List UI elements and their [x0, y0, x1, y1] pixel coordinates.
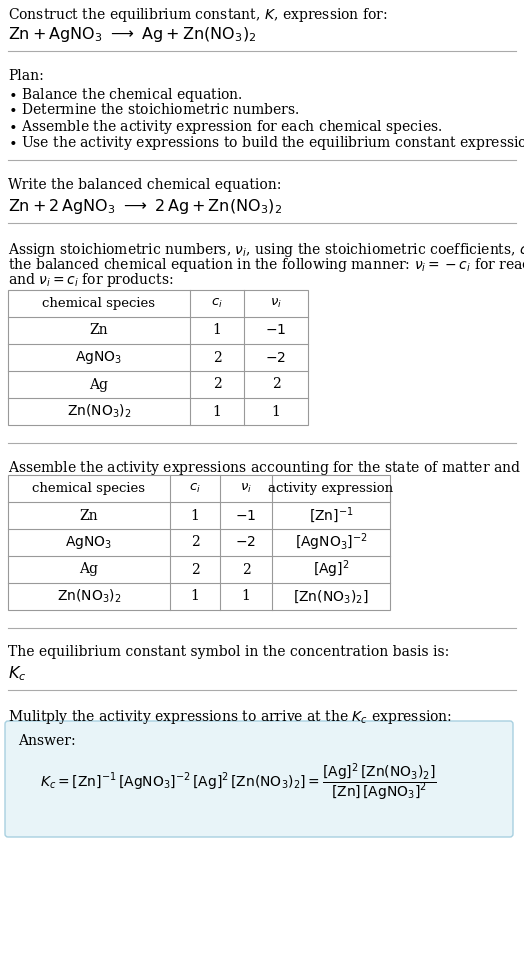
- Text: $\bullet$ Use the activity expressions to build the equilibrium constant express: $\bullet$ Use the activity expressions t…: [8, 134, 524, 152]
- Text: 1: 1: [191, 508, 200, 523]
- Text: 2: 2: [191, 536, 199, 549]
- Text: Assign stoichiometric numbers, $\nu_i$, using the stoichiometric coefficients, $: Assign stoichiometric numbers, $\nu_i$, …: [8, 241, 524, 259]
- Text: $\mathrm{AgNO_3}$: $\mathrm{AgNO_3}$: [66, 534, 113, 551]
- Text: $\nu_i$: $\nu_i$: [240, 482, 252, 495]
- Text: Mulitply the activity expressions to arrive at the $K_c$ expression:: Mulitply the activity expressions to arr…: [8, 708, 452, 726]
- Text: Answer:: Answer:: [18, 734, 75, 748]
- Text: $\mathrm{Zn(NO_3)_2}$: $\mathrm{Zn(NO_3)_2}$: [67, 403, 131, 420]
- Text: Write the balanced chemical equation:: Write the balanced chemical equation:: [8, 178, 281, 192]
- Bar: [8, 290, 308, 425]
- Text: Zn: Zn: [90, 323, 108, 338]
- Text: and $\nu_i = c_i$ for products:: and $\nu_i = c_i$ for products:: [8, 271, 173, 289]
- Text: $\nu_i$: $\nu_i$: [270, 297, 282, 310]
- Text: Assemble the activity expressions accounting for the state of matter and $\nu_i$: Assemble the activity expressions accoun…: [8, 459, 524, 477]
- Text: The equilibrium constant symbol in the concentration basis is:: The equilibrium constant symbol in the c…: [8, 645, 449, 659]
- Text: 2: 2: [213, 377, 221, 391]
- Text: 2: 2: [213, 350, 221, 365]
- Text: 1: 1: [213, 323, 222, 338]
- Text: $\mathrm{AgNO_3}$: $\mathrm{AgNO_3}$: [75, 349, 123, 366]
- Text: $c_i$: $c_i$: [211, 297, 223, 310]
- Bar: [8, 475, 390, 610]
- Text: $[\mathrm{Ag}]^{2}$: $[\mathrm{Ag}]^{2}$: [313, 559, 349, 580]
- Text: Zn: Zn: [80, 508, 99, 523]
- Text: 2: 2: [271, 377, 280, 391]
- Text: $K_c$: $K_c$: [8, 664, 26, 682]
- Text: $\mathrm{Zn + AgNO_3\ \longrightarrow\ Ag + Zn(NO_3)_2}$: $\mathrm{Zn + AgNO_3\ \longrightarrow\ A…: [8, 25, 256, 44]
- Text: $-1$: $-1$: [235, 508, 257, 523]
- Text: Plan:: Plan:: [8, 69, 43, 83]
- Text: 2: 2: [191, 563, 199, 576]
- Text: $K_c = [\mathrm{Zn}]^{-1}\,[\mathrm{AgNO_3}]^{-2}\,[\mathrm{Ag}]^{2}\,[\mathrm{Z: $K_c = [\mathrm{Zn}]^{-1}\,[\mathrm{AgNO…: [40, 761, 437, 803]
- Text: activity expression: activity expression: [268, 482, 394, 495]
- Text: $-1$: $-1$: [265, 323, 287, 338]
- Text: $[\mathrm{AgNO_3}]^{-2}$: $[\mathrm{AgNO_3}]^{-2}$: [294, 532, 367, 553]
- Text: 2: 2: [242, 563, 250, 576]
- Text: 1: 1: [242, 590, 250, 604]
- Text: Construct the equilibrium constant, $K$, expression for:: Construct the equilibrium constant, $K$,…: [8, 6, 388, 24]
- Text: $-2$: $-2$: [266, 350, 287, 365]
- Text: $\bullet$ Determine the stoichiometric numbers.: $\bullet$ Determine the stoichiometric n…: [8, 102, 299, 117]
- Text: 1: 1: [191, 590, 200, 604]
- Text: $[\mathrm{Zn}]^{-1}$: $[\mathrm{Zn}]^{-1}$: [309, 505, 353, 525]
- Text: 1: 1: [271, 405, 280, 418]
- Text: chemical species: chemical species: [32, 482, 146, 495]
- Text: 1: 1: [213, 405, 222, 418]
- Text: $\mathrm{Zn + 2\,AgNO_3\ \longrightarrow\ 2\,Ag + Zn(NO_3)_2}$: $\mathrm{Zn + 2\,AgNO_3\ \longrightarrow…: [8, 197, 282, 216]
- Text: $\mathrm{Zn(NO_3)_2}$: $\mathrm{Zn(NO_3)_2}$: [57, 588, 121, 605]
- Text: $c_i$: $c_i$: [189, 482, 201, 495]
- Text: $\bullet$ Balance the chemical equation.: $\bullet$ Balance the chemical equation.: [8, 86, 243, 104]
- Text: Ag: Ag: [80, 563, 99, 576]
- Text: $[\mathrm{Zn(NO_3)_2}]$: $[\mathrm{Zn(NO_3)_2}]$: [293, 589, 369, 605]
- Text: $-2$: $-2$: [235, 536, 257, 549]
- Text: Ag: Ag: [90, 377, 108, 391]
- FancyBboxPatch shape: [5, 721, 513, 837]
- Text: the balanced chemical equation in the following manner: $\nu_i = -c_i$ for react: the balanced chemical equation in the fo…: [8, 256, 524, 274]
- Text: chemical species: chemical species: [42, 297, 156, 310]
- Text: $\bullet$ Assemble the activity expression for each chemical species.: $\bullet$ Assemble the activity expressi…: [8, 118, 442, 136]
